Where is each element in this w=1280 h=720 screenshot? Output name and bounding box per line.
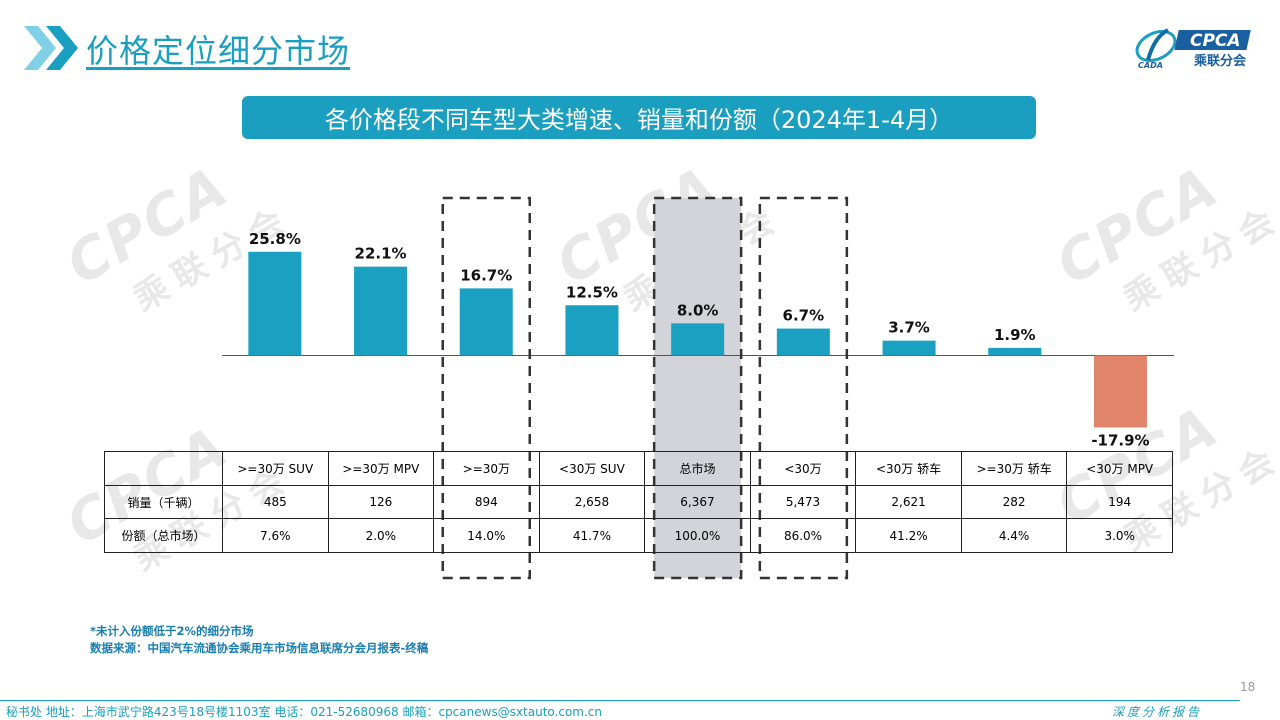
table-cell: 4.4% — [960, 518, 1068, 554]
table-cell: 41.7% — [538, 518, 646, 554]
chart-title: 各价格段不同车型大类增速、销量和份额（2024年1-4月） — [324, 106, 954, 134]
table-header-cell: >=30万 SUV — [222, 451, 329, 486]
bar — [248, 251, 302, 356]
table-row: 份额（总市场） 7.6% 2.0% 14.0% 41.7% 100.0% 86.0% 41.2… — [104, 518, 1173, 554]
table-header-cell: >=30万 MPV — [327, 451, 435, 486]
table-header-cell: >=30万 — [433, 451, 540, 486]
table-row-label: 销量（千辆） — [104, 484, 223, 520]
table-header-cell: <30万 轿车 — [855, 451, 962, 486]
table-cell: 2,658 — [538, 484, 646, 520]
footnotes: *未计入份额低于2%的细分市场 数据来源：中国汽车流通协会乘用车市场信息联席分会… — [90, 623, 428, 657]
dashed-highlight-box — [441, 196, 531, 580]
data-table: >=30万 SUV >=30万 MPV >=30万 <30万 SUV 总市场 <30万 <3… — [104, 451, 1173, 554]
bar — [354, 266, 408, 356]
bar — [882, 340, 936, 356]
data-label: 1.9% — [994, 326, 1036, 344]
table-header-cell: <30万 MPV — [1066, 451, 1173, 486]
bar — [1093, 355, 1147, 428]
dashed-highlight-box — [758, 196, 849, 580]
bar — [776, 328, 830, 356]
table-header-cell: 总市场 — [644, 451, 751, 486]
table-cell: 41.2% — [855, 518, 962, 554]
table-cell: 894 — [433, 484, 540, 520]
data-label: 6.7% — [783, 307, 825, 325]
table-cell: 194 — [1066, 484, 1173, 520]
table-cell: 2.0% — [327, 518, 435, 554]
bar — [988, 347, 1042, 356]
data-label: -17.9% — [1091, 431, 1149, 449]
table-cell: 86.0% — [749, 518, 857, 554]
data-label: 12.5% — [566, 283, 618, 301]
table-cell: 126 — [327, 484, 435, 520]
footnote-exclusion: *未计入份额低于2%的细分市场 — [90, 624, 254, 638]
table-header-cell: <30万 — [749, 451, 857, 486]
table-cell: 14.0% — [433, 518, 540, 554]
page-title: 价格定位细分市场 — [86, 32, 351, 70]
bar — [671, 323, 725, 356]
cpca-logo: CPCA 乘联分会 CADA — [1135, 28, 1251, 70]
table-corner-cell — [104, 451, 223, 486]
footer-address: 秘书处 地址：上海市武宁路423号18号楼1103室 电话：021-526809… — [6, 705, 603, 719]
footer-divider — [0, 700, 1240, 701]
table-cell: 3.0% — [1066, 518, 1173, 554]
table-header-cell: <30万 SUV — [538, 451, 646, 486]
page-number: 18 — [1240, 680, 1256, 694]
table-header-row: >=30万 SUV >=30万 MPV >=30万 <30万 SUV 总市场 <30万 <3… — [104, 451, 1173, 486]
logo-mark: CADA — [1138, 61, 1163, 70]
logo-text: CPCA — [1190, 31, 1241, 51]
table-row-label: 份额（总市场） — [104, 518, 223, 554]
table-cell: 485 — [222, 484, 329, 520]
table-cell: 282 — [960, 484, 1068, 520]
footer-tag: 深度分析报告 — [1112, 705, 1203, 719]
data-label: 25.8% — [249, 230, 301, 248]
table-cell: 6,367 — [644, 484, 751, 520]
table-row: 销量（千辆） 485 126 894 2,658 6,367 5,473 2,621 282 19… — [104, 484, 1173, 520]
table-header-cell: >=30万 轿车 — [960, 451, 1068, 486]
data-label: 8.0% — [677, 301, 719, 319]
table-cell: 100.0% — [644, 518, 751, 554]
bar — [565, 305, 619, 356]
bar — [459, 288, 513, 356]
logo-sub: 乘联分会 — [1193, 53, 1247, 69]
dashed-highlight-box — [652, 196, 743, 580]
data-label: 16.7% — [460, 266, 512, 284]
table-cell: 7.6% — [222, 518, 329, 554]
data-label: 22.1% — [355, 245, 407, 263]
footnote-source: 数据来源：中国汽车流通协会乘用车市场信息联席分会月报表-终稿 — [90, 641, 429, 655]
data-label: 3.7% — [888, 319, 930, 337]
chevron-right-icon — [24, 26, 78, 70]
chart-banner: 各价格段不同车型大类增速、销量和份额（2024年1-4月） — [242, 96, 1036, 139]
table-cell: 2,621 — [855, 484, 962, 520]
table-cell: 5,473 — [749, 484, 857, 520]
